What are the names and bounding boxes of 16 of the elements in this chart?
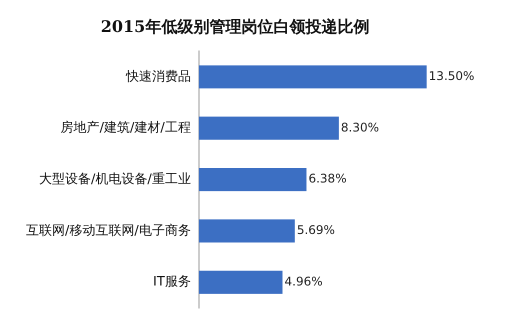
- y-tick-label: 快速消费品: [124, 69, 191, 84]
- data-label: 4.96%: [284, 274, 323, 288]
- y-tick-label: 互联网/移动互联网/电子商务: [26, 223, 191, 238]
- y-tick-label: 房地产/建筑/建材/工程: [60, 120, 191, 136]
- data-label: 8.30%: [340, 120, 380, 134]
- data-label: 6.38%: [308, 172, 347, 186]
- bar: [198, 270, 282, 294]
- y-tick-label: IT服务: [152, 274, 191, 290]
- data-label: 13.50%: [428, 69, 474, 84]
- bar: [198, 116, 339, 140]
- bar: [198, 168, 306, 192]
- chart-title: 2015年低级别管理岗位白领投递比例: [100, 16, 370, 36]
- data-label: 5.69%: [296, 223, 335, 238]
- bar: [198, 219, 295, 243]
- bar: [198, 65, 427, 88]
- y-tick-label: 大型设备/机电设备/重工业: [38, 172, 191, 187]
